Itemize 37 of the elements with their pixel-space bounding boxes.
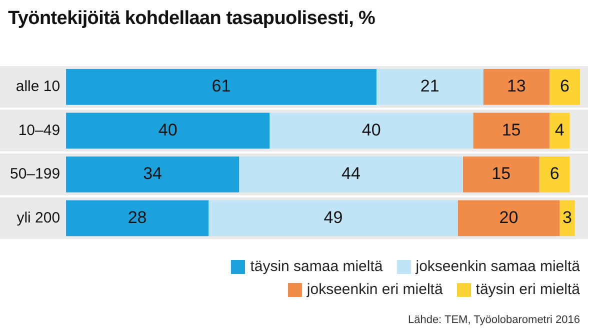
- y-tick-label: 10–49: [18, 122, 60, 139]
- data-label: 15: [492, 164, 511, 184]
- data-label: 3: [562, 208, 572, 227]
- bar: [66, 156, 240, 192]
- bar: [539, 156, 570, 192]
- data-label: 61: [212, 76, 231, 96]
- y-tick-label: yli 200: [16, 209, 60, 226]
- chart-title: Työntekijöitä kohdellaan tasapuolisesti, %: [8, 8, 376, 30]
- bar: [66, 200, 209, 236]
- data-label: 28: [128, 208, 147, 227]
- bar: [458, 200, 560, 236]
- bar: [376, 68, 484, 105]
- data-label: 34: [143, 164, 162, 184]
- data-label: 49: [324, 208, 343, 227]
- y-tick-label: alle 10: [16, 78, 60, 96]
- bar: [483, 68, 550, 105]
- data-label: 40: [158, 120, 178, 140]
- bar: [473, 112, 550, 149]
- data-label: 40: [362, 120, 381, 140]
- data-label: 15: [502, 120, 521, 140]
- bar: [560, 200, 575, 236]
- legend-label: jokseenkin samaa mieltä: [416, 258, 580, 275]
- bar: [549, 68, 580, 105]
- text: Lähde: TEM, Työolobarometri 2016: [408, 314, 580, 326]
- data-label: 6: [560, 76, 570, 96]
- data-label: 13: [506, 76, 526, 96]
- data-label: 21: [420, 76, 440, 96]
- bar: [549, 112, 570, 149]
- data-label: 44: [342, 164, 360, 184]
- data-label: 6: [550, 164, 560, 184]
- legend-label: täysin eri mieltä: [476, 281, 580, 298]
- bar: [462, 156, 540, 192]
- legend-label: jokseenkin eri mieltä: [306, 281, 443, 298]
- data-label: 4: [554, 120, 564, 140]
- y-tick-label: 50–199: [10, 166, 60, 183]
- legend-label: täysin samaa mieltä: [250, 258, 383, 275]
- data-label: 20: [499, 208, 518, 227]
